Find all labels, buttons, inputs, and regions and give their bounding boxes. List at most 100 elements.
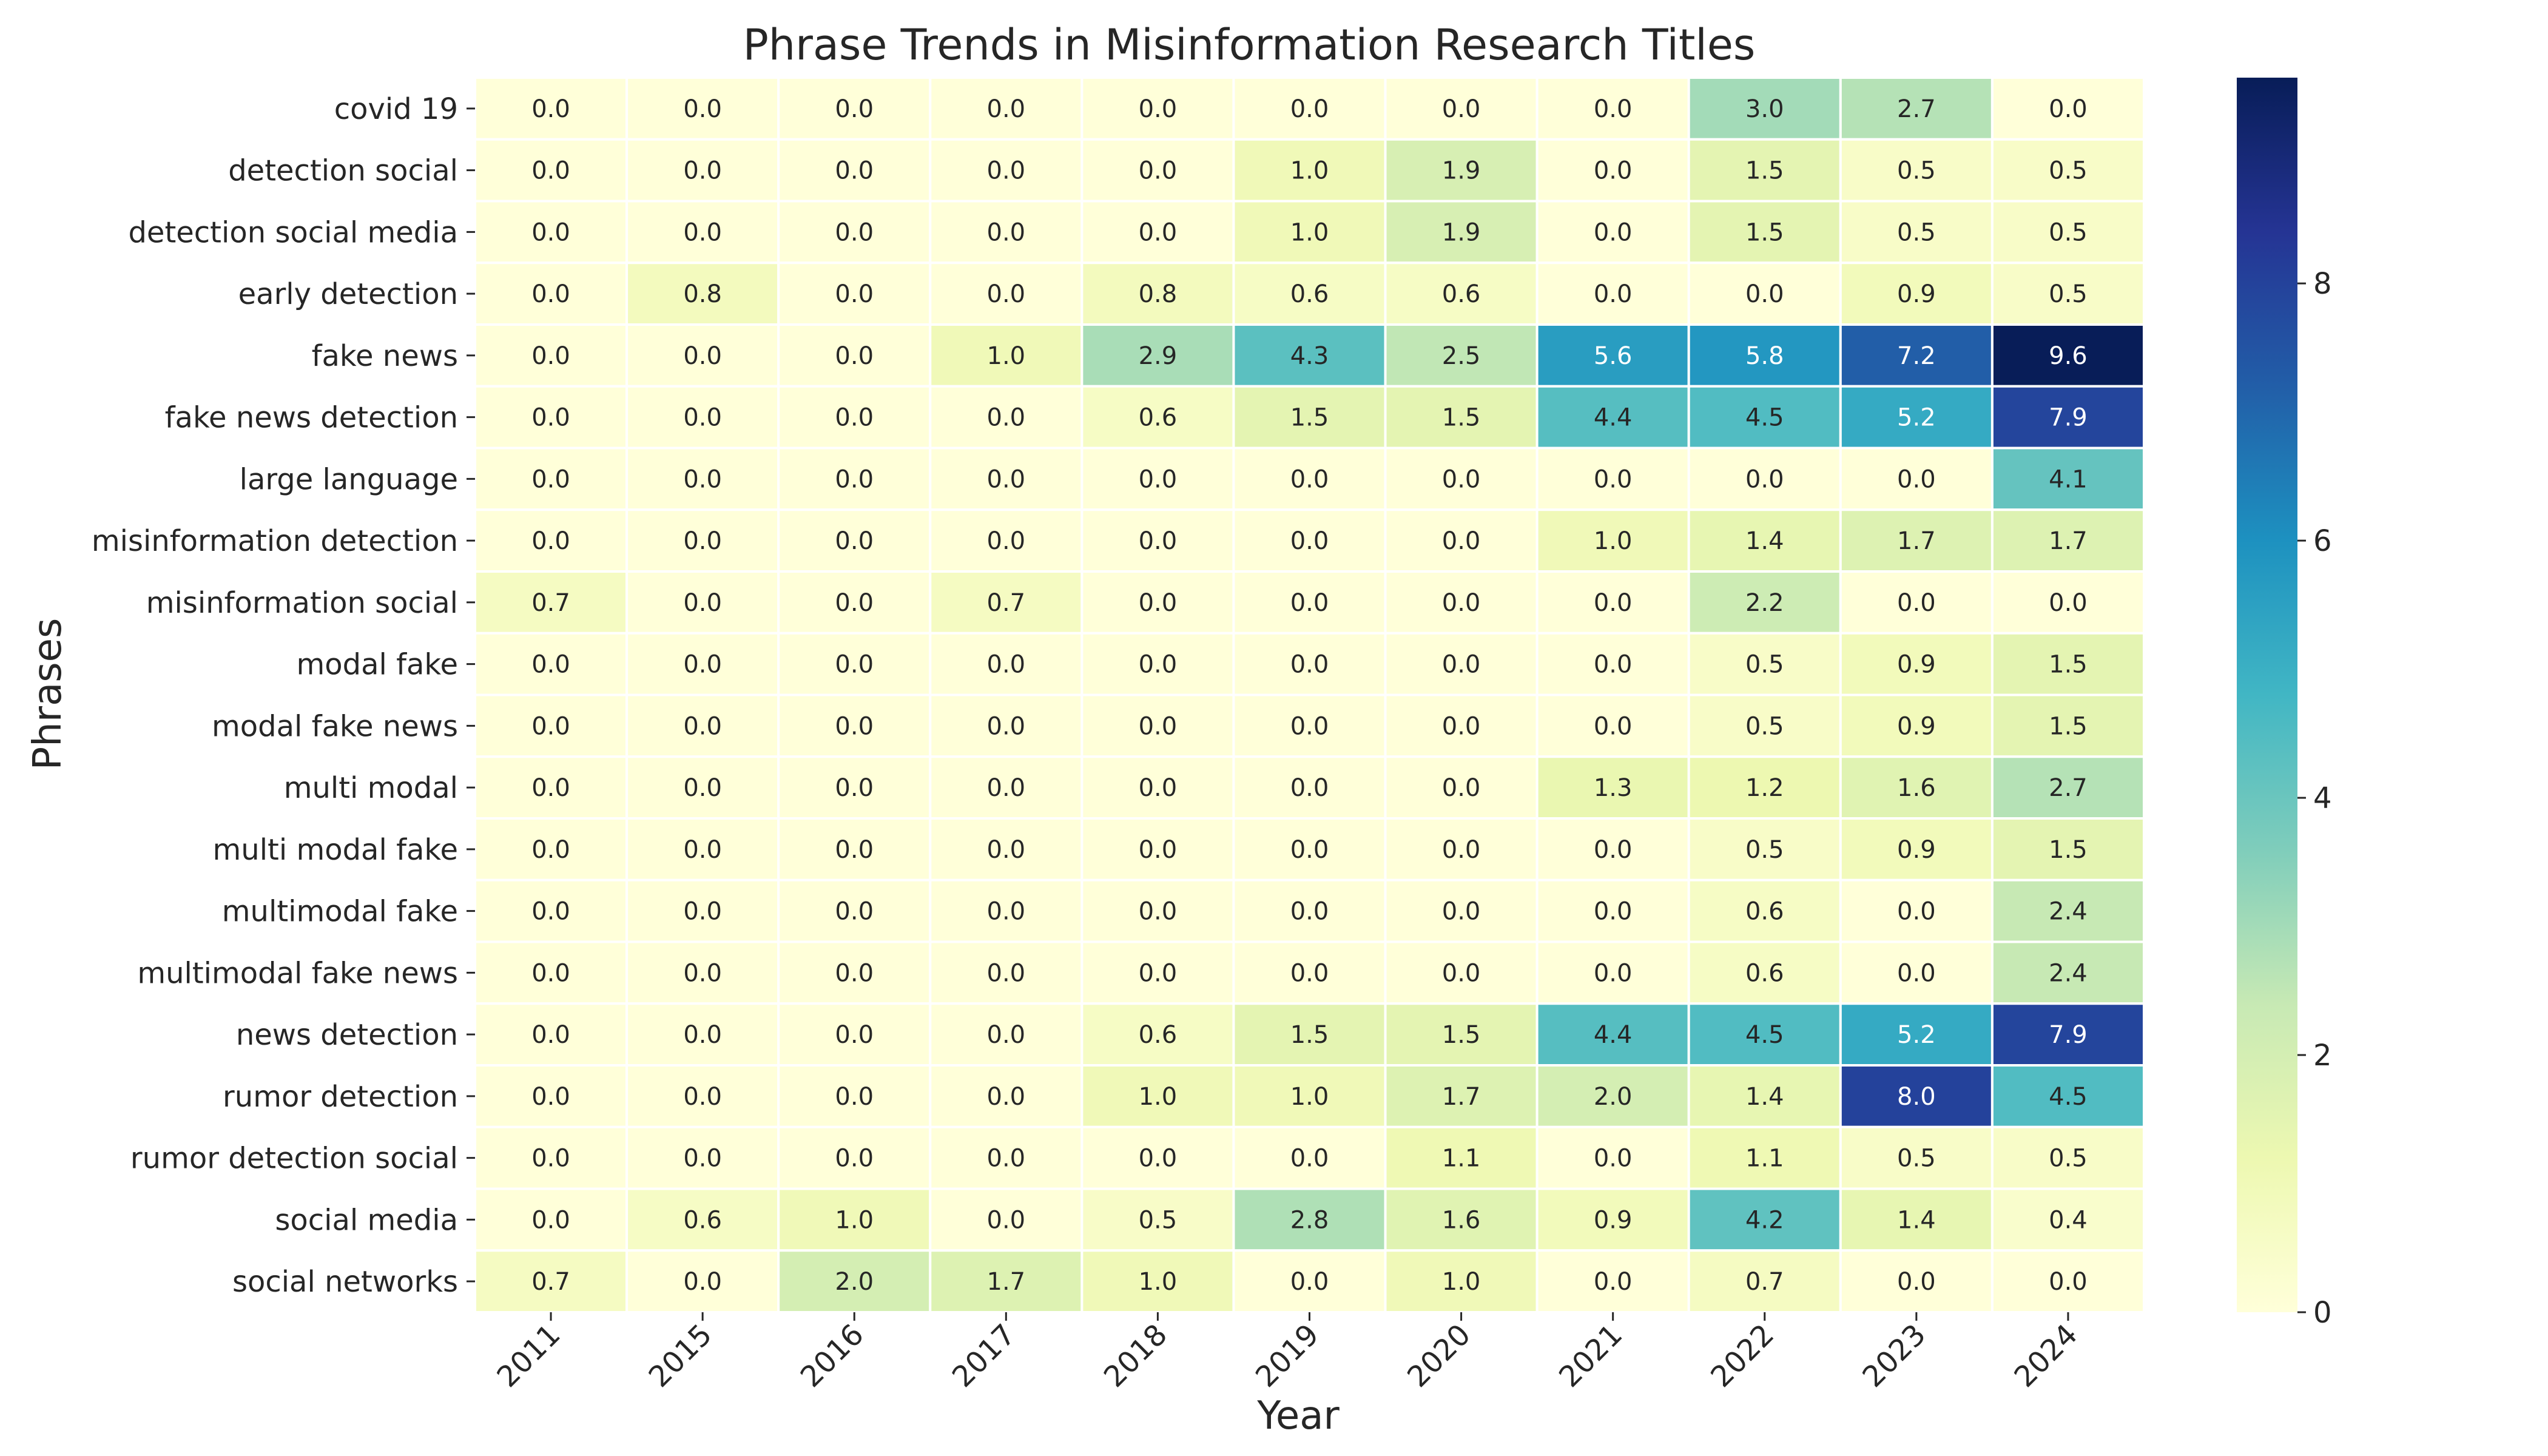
heatmap-cell <box>625 1125 780 1190</box>
heatmap-cell <box>1839 817 1994 881</box>
cell-value-label: 0.6 <box>1139 404 1178 432</box>
heatmap-cell <box>1080 323 1235 388</box>
x-tick-label: 2022 <box>1704 1318 1781 1394</box>
heatmap-cell <box>1384 570 1539 635</box>
heatmap-cell <box>1535 693 1690 758</box>
cell-value-label: 0.0 <box>835 651 874 679</box>
colorbar: 0 2 4 6 8 <box>2237 78 2332 1330</box>
heatmap-cell <box>1839 570 1994 635</box>
cell-value-label: 0.0 <box>683 836 722 864</box>
cell-value-label: 0.0 <box>987 404 1026 432</box>
heatmap-cell <box>777 1002 932 1067</box>
heatmap-cell <box>1384 1249 1539 1313</box>
cell-value-label: 5.6 <box>1594 342 1633 370</box>
cell-value-label: 2.5 <box>1442 342 1481 370</box>
heatmap-cell <box>1535 138 1690 203</box>
cell-value-label: 0.0 <box>1139 651 1178 679</box>
heatmap-cell <box>474 1125 629 1190</box>
cell-value-label: 0.0 <box>531 404 570 432</box>
cell-value-label: 0.5 <box>1745 712 1784 740</box>
heatmap-cell <box>1687 570 1842 635</box>
cell-value-label: 0.0 <box>1290 527 1329 555</box>
heatmap-cell <box>1839 1249 1994 1313</box>
cell-value-label: 0.0 <box>1594 280 1633 308</box>
cell-value-label: 0.5 <box>2049 157 2088 185</box>
heatmap-cell <box>1080 755 1235 820</box>
y-tick-label: detection social <box>228 154 458 188</box>
heatmap-cell <box>474 1187 629 1252</box>
cell-value-label: 0.0 <box>683 898 722 926</box>
cell-value-label: 0.0 <box>1594 1268 1633 1296</box>
heatmap-cell <box>1990 693 2146 758</box>
heatmap-cell <box>625 76 780 141</box>
cell-value-label: 3.0 <box>1745 95 1784 123</box>
cell-value-label: 0.0 <box>987 1083 1026 1111</box>
heatmap-cell <box>1535 1249 1690 1313</box>
cell-value-label: 0.0 <box>835 589 874 617</box>
cell-value-label: 0.0 <box>1594 898 1633 926</box>
heatmap-cell <box>777 1249 932 1313</box>
cell-value-label: 7.9 <box>2049 404 2088 432</box>
heatmap-cell <box>1232 940 1387 1005</box>
cell-value-label: 0.0 <box>683 712 722 740</box>
cell-value-label: 0.4 <box>2049 1206 2088 1234</box>
y-tick-label: early detection <box>238 277 458 311</box>
heatmap-cell <box>1839 323 1994 388</box>
heatmap-cell <box>1990 447 2146 511</box>
heatmap-cell <box>1080 508 1235 573</box>
heatmap-cell <box>625 878 780 943</box>
cell-value-label: 0.9 <box>1897 712 1936 740</box>
cell-value-label: 0.0 <box>987 774 1026 802</box>
x-axis-label: Year <box>1256 1394 1340 1438</box>
heatmap-cell <box>1687 200 1842 265</box>
cell-value-label: 0.0 <box>1290 1145 1329 1173</box>
cell-value-label: 0.0 <box>1139 589 1178 617</box>
heatmap-cell <box>1990 261 2146 326</box>
cell-value-label: 0.7 <box>987 589 1026 617</box>
heatmap-cell <box>625 755 780 820</box>
x-tick-label: 2017 <box>946 1318 1022 1394</box>
heatmap-cell <box>1384 878 1539 943</box>
x-tick-label: 2020 <box>1401 1318 1477 1394</box>
y-tick-label: multi modal fake <box>213 833 458 867</box>
heatmap-cell <box>1232 200 1387 265</box>
cell-value-label: 0.0 <box>1290 712 1329 740</box>
cell-value-label: 1.4 <box>1745 1083 1784 1111</box>
cell-value-label: 0.0 <box>1897 589 1936 617</box>
heatmap-cell <box>1232 1125 1387 1190</box>
heatmap-cell <box>1687 693 1842 758</box>
cell-value-label: 0.0 <box>835 1145 874 1173</box>
cell-value-label: 0.5 <box>1897 218 1936 246</box>
x-tick-label: 2018 <box>1097 1318 1174 1394</box>
heatmap-cell <box>1232 755 1387 820</box>
heatmap-cell <box>1535 76 1690 141</box>
heatmap-cell <box>1990 940 2146 1005</box>
cell-value-label: 0.0 <box>683 1145 722 1173</box>
heatmap-cell <box>929 632 1084 696</box>
cell-value-label: 0.0 <box>987 527 1026 555</box>
cell-value-label: 0.7 <box>1745 1268 1784 1296</box>
cell-value-label: 4.1 <box>2049 465 2088 493</box>
cell-value-label: 5.8 <box>1745 342 1784 370</box>
cell-value-label: 0.8 <box>683 280 722 308</box>
y-tick-label: covid 19 <box>334 92 458 126</box>
cell-value-label: 0.0 <box>1290 465 1329 493</box>
cell-value-label: 9.6 <box>2049 342 2088 370</box>
cell-value-label: 0.0 <box>1442 465 1481 493</box>
heatmap-cell <box>1232 1064 1387 1128</box>
cell-value-label: 1.0 <box>1139 1083 1178 1111</box>
y-tick-label: social media <box>275 1203 458 1237</box>
y-tick-label: large language <box>240 462 458 496</box>
x-tick-label: 2024 <box>2007 1318 2084 1394</box>
heatmap-cell <box>625 447 780 511</box>
cell-value-label: 2.4 <box>2049 959 2088 987</box>
heatmap-cell <box>929 1125 1084 1190</box>
cell-value-label: 0.0 <box>835 898 874 926</box>
heatmap-cell <box>1535 447 1690 511</box>
heatmap-cell <box>1839 755 1994 820</box>
heatmap-cell <box>474 323 629 388</box>
cell-value-label: 4.5 <box>2049 1083 2088 1111</box>
cell-value-label: 0.0 <box>683 651 722 679</box>
heatmap-cell <box>1687 1125 1842 1190</box>
